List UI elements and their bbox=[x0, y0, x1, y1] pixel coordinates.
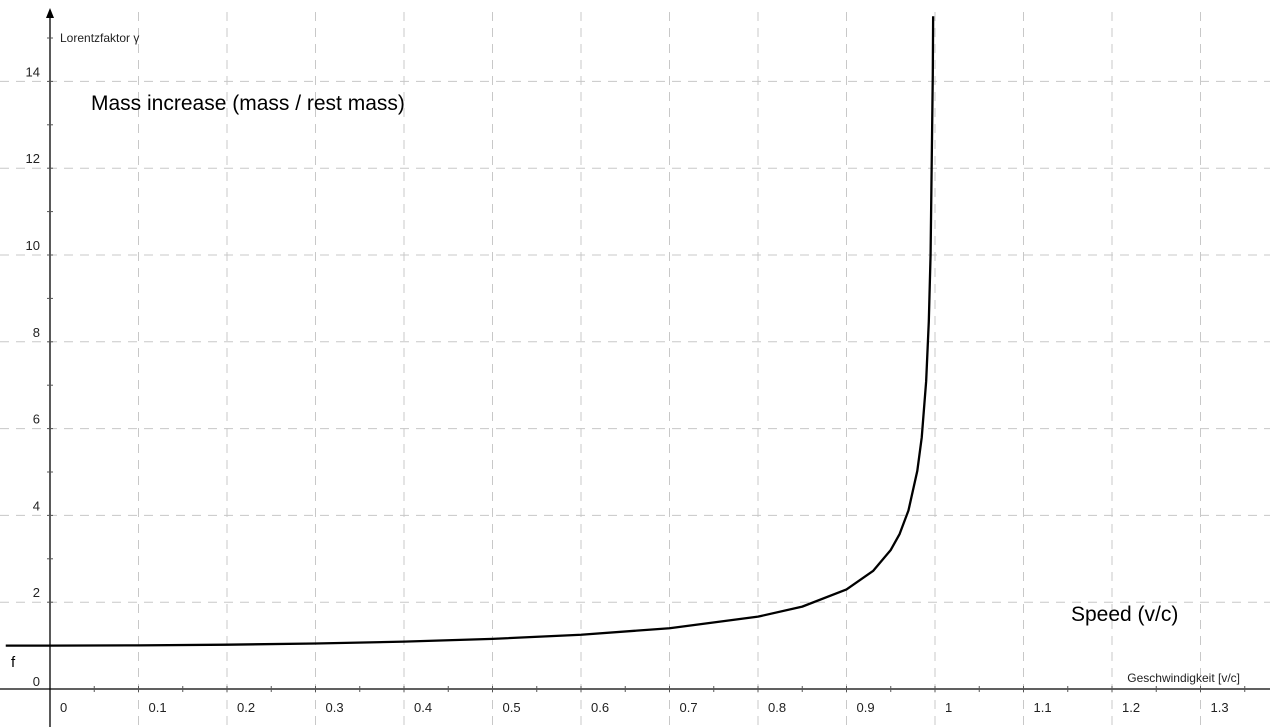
y-axis-title: Lorentzfaktor γ bbox=[60, 31, 139, 45]
y-tick-label-12: 12 bbox=[26, 151, 40, 166]
series-line-f bbox=[5, 16, 935, 647]
series-layer bbox=[5, 16, 935, 647]
y-tick-label-4: 4 bbox=[33, 498, 40, 513]
y-tick-label-10: 10 bbox=[26, 238, 40, 253]
y-axis-arrow-icon bbox=[46, 8, 54, 18]
x-tick-label-0.3: 0.3 bbox=[326, 700, 344, 715]
x-axis-title: Geschwindigkeit [v/c] bbox=[1127, 671, 1240, 685]
y-tick-label-6: 6 bbox=[33, 412, 40, 427]
annotation-speed: Speed (v/c) bbox=[1071, 603, 1178, 626]
minor-tick-marks bbox=[47, 37, 1246, 692]
x-tick-label-0.8: 0.8 bbox=[768, 700, 786, 715]
y-tick-label-2: 2 bbox=[33, 585, 40, 600]
grid-lines bbox=[0, 12, 1270, 727]
x-tick-label-0.6: 0.6 bbox=[591, 700, 609, 715]
series-label-f: f bbox=[11, 654, 16, 671]
x-tick-label-0.7: 0.7 bbox=[680, 700, 698, 715]
x-tick-label-1.1: 1.1 bbox=[1034, 700, 1052, 715]
x-tick-label-0: 0 bbox=[60, 700, 67, 715]
x-tick-label-1.2: 1.2 bbox=[1122, 700, 1140, 715]
tick-labels: 0 0.1 0.2 0.3 0.4 0.5 0.6 0.7 0.8 0.9 1 1.1 1.2 1.3 0 2… bbox=[26, 64, 1229, 715]
x-tick-label-0.9: 0.9 bbox=[857, 700, 875, 715]
x-tick-label-0.1: 0.1 bbox=[149, 700, 167, 715]
y-tick-label-14: 14 bbox=[26, 64, 40, 79]
x-tick-label-0.2: 0.2 bbox=[237, 700, 255, 715]
x-tick-label-1.3: 1.3 bbox=[1211, 700, 1229, 715]
axes bbox=[0, 8, 1270, 727]
x-tick-label-0.5: 0.5 bbox=[503, 700, 521, 715]
annotation-mass-increase: Mass increase (mass / rest mass) bbox=[91, 92, 405, 115]
y-tick-label-0: 0 bbox=[33, 674, 40, 689]
x-tick-label-1: 1 bbox=[945, 700, 952, 715]
x-tick-label-0.4: 0.4 bbox=[414, 700, 432, 715]
y-tick-label-8: 8 bbox=[33, 325, 40, 340]
